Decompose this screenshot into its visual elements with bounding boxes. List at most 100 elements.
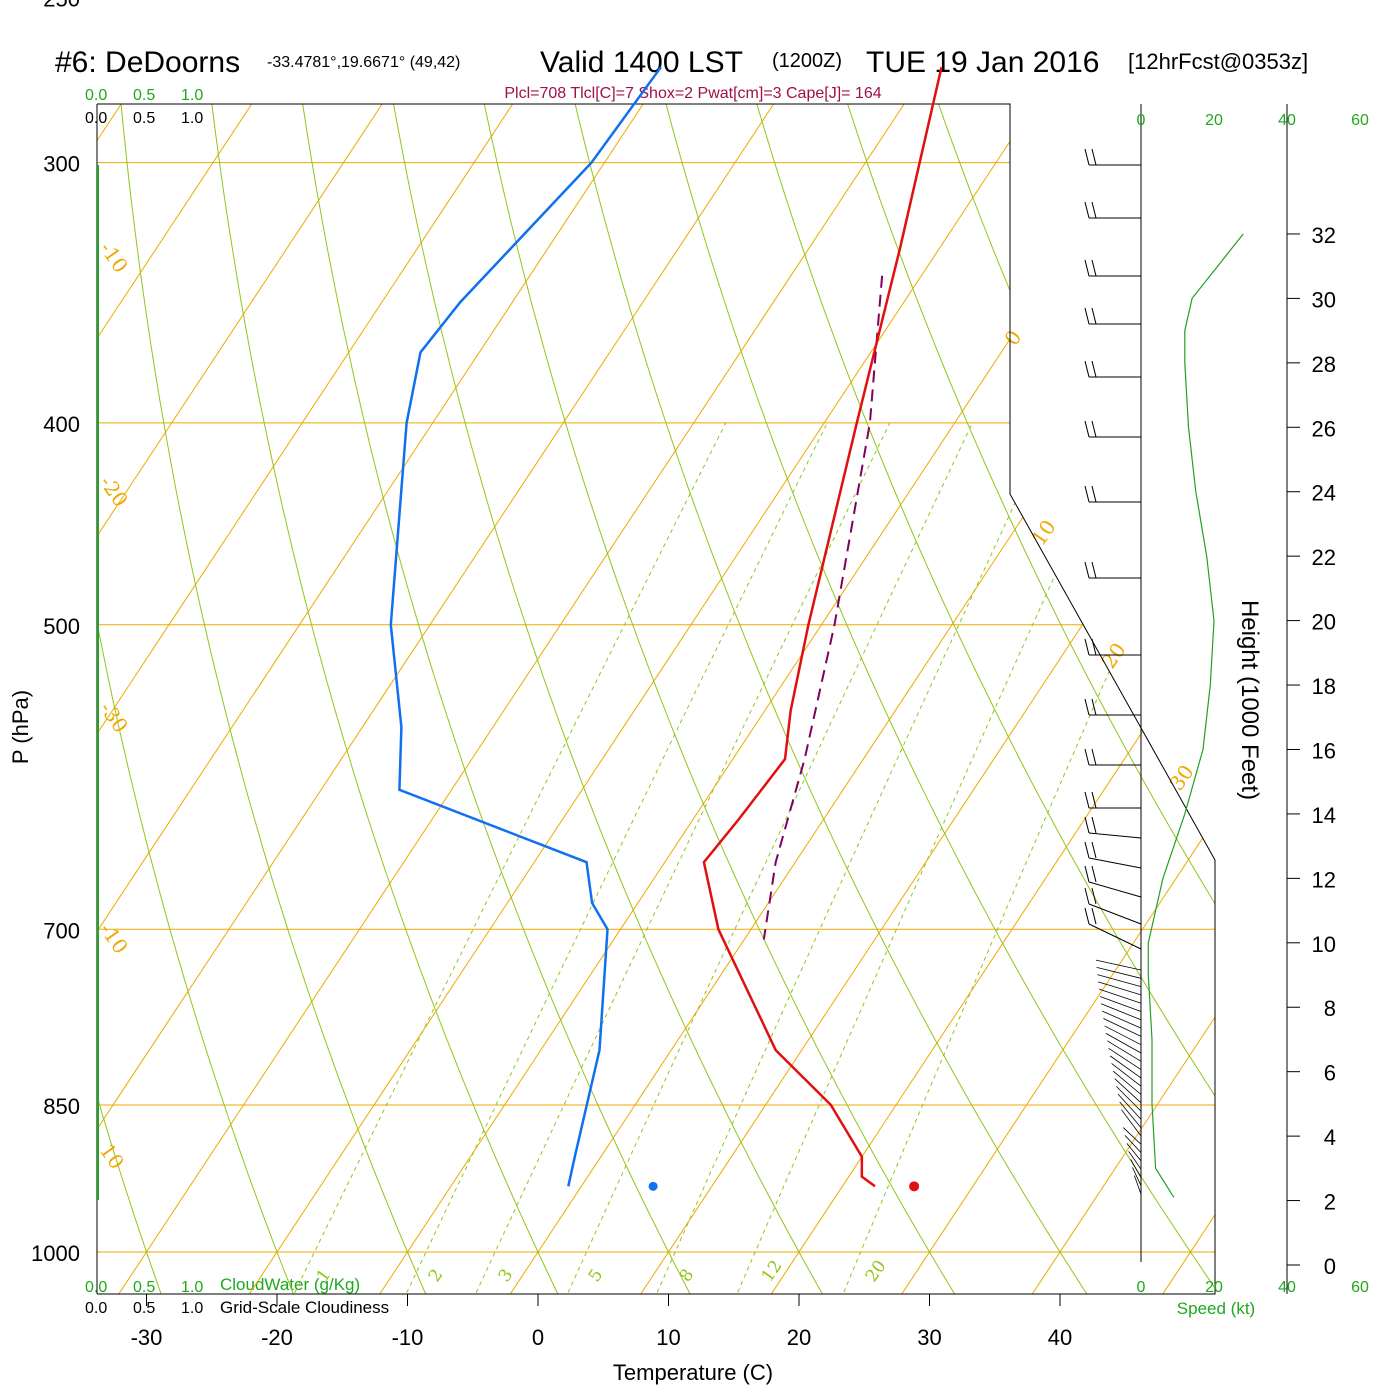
wind-barb-flag xyxy=(1084,841,1090,859)
surface-dewpoint-point xyxy=(648,1181,658,1191)
cloudiness-label: Grid-Scale Cloudiness xyxy=(220,1298,389,1317)
cl-scale-2: 1.0 xyxy=(181,110,203,127)
dry-adiabat-line xyxy=(890,104,1215,1294)
height-tick-label: 28 xyxy=(1312,352,1336,377)
mixing-ratio-line xyxy=(724,422,1125,1294)
dewpoint-line xyxy=(389,66,662,1187)
isotherm-line xyxy=(752,104,1215,1294)
zulu-time: (1200Z) xyxy=(772,50,842,72)
wind-barb-staff xyxy=(1111,1063,1142,1087)
isotherm-line xyxy=(1013,104,1215,1294)
wind-barb-flag xyxy=(1084,887,1090,905)
sounding-params: Plcl=708 Tlcl[C]=7 Shox=2 Pwat[cm]=3 Cap… xyxy=(504,85,881,102)
height-tick-label: 0 xyxy=(1324,1254,1336,1279)
isotherm-label: -30 xyxy=(95,697,133,737)
x-tick-label: 0 xyxy=(532,1325,544,1350)
wind-barb-flag xyxy=(1084,698,1090,716)
height-tick-label: 6 xyxy=(1324,1061,1336,1086)
cl-scale-1: 0.5 xyxy=(133,110,155,127)
dry-adiabat-line xyxy=(803,104,1215,1294)
dry-adiabat-line xyxy=(283,104,706,1294)
height-tick-label: 2 xyxy=(1324,1190,1336,1215)
y-axis-title: P (hPa) xyxy=(8,690,33,764)
wind-barb-flag xyxy=(1084,420,1090,438)
mixing-ratio-line xyxy=(280,422,727,1294)
isotherm-line xyxy=(97,104,845,1294)
wind-barb-flag xyxy=(1091,698,1097,716)
wind-barb-staff xyxy=(1088,881,1142,898)
cl-bottom-2: 1.0 xyxy=(181,1300,203,1317)
wind-barb-staff xyxy=(1128,1151,1142,1170)
isotherm-label: 0 xyxy=(999,326,1026,350)
speed-tick-bottom: 40 xyxy=(1278,1279,1296,1296)
height-tick-label: 8 xyxy=(1324,996,1336,1021)
wind-barb-staff xyxy=(1104,1025,1142,1046)
speed-tick-top: 40 xyxy=(1278,112,1296,129)
axes: -30-20-100102030402503004005007008501000… xyxy=(31,0,1369,1350)
speed-tick-top: 0 xyxy=(1137,112,1146,129)
wind-barb-flag xyxy=(1091,148,1097,166)
height-tick-label: 4 xyxy=(1324,1125,1336,1150)
wind-barb-flag xyxy=(1084,791,1090,809)
mixing-ratio-line xyxy=(831,422,1215,1294)
wind-barb-staff xyxy=(1112,1070,1142,1095)
isotherm-line xyxy=(97,104,323,1294)
wind-barb-staff xyxy=(1107,1040,1142,1062)
mixing-ratio-line xyxy=(462,422,891,1294)
wind-barb-flag xyxy=(1084,638,1090,656)
isotherm-line xyxy=(1275,0,1400,1322)
wind-barb-staff xyxy=(1109,1055,1142,1079)
dry-adiabat-line xyxy=(717,104,1215,1294)
height-tick-label: 18 xyxy=(1312,674,1336,699)
height-tick-label: 16 xyxy=(1312,738,1336,763)
isotherm-line xyxy=(97,104,453,1294)
dry-adiabat-line xyxy=(977,104,1215,1294)
x-tick-label: 30 xyxy=(917,1325,941,1350)
wind-barb-flag xyxy=(1084,907,1090,925)
wind-barb-flag xyxy=(1084,307,1090,325)
wind-barb-staff xyxy=(1098,988,1142,1004)
skewt-background-lines xyxy=(97,0,1400,1322)
mixing-ratio-label: 12 xyxy=(758,1257,787,1286)
mixing-ratio-label: 3 xyxy=(495,1266,518,1286)
height-tick-label: 14 xyxy=(1312,803,1336,828)
wind-barb-flag xyxy=(1091,259,1097,277)
isotherm-line xyxy=(1144,104,1215,1294)
wind-barb-staff xyxy=(1134,1175,1142,1195)
wind-barb-flag xyxy=(1084,816,1090,834)
wind-barb-staff xyxy=(1108,1047,1142,1070)
x-tick-label: 40 xyxy=(1048,1325,1072,1350)
wind-barb-flag xyxy=(1091,360,1097,378)
cw-bottom-0: 0.0 xyxy=(85,1279,107,1296)
wind-barb-staff xyxy=(1097,974,1142,987)
height-tick-label: 12 xyxy=(1312,867,1336,892)
wind-barb-flag xyxy=(1091,865,1097,883)
valid-date: TUE 19 Jan 2016 xyxy=(866,46,1099,79)
p-tick-label: 1000 xyxy=(31,1241,80,1266)
station-title: #6: DeDoorns xyxy=(55,46,240,79)
p-tick-label: 500 xyxy=(43,614,80,639)
wind-barb-staff xyxy=(1100,1003,1142,1021)
cw-scale-1: 0.5 xyxy=(133,87,155,104)
cw-scale-0: 0.0 xyxy=(85,87,107,104)
dry-adiabat-line xyxy=(97,104,305,1294)
isotherm-label: -10 xyxy=(95,237,133,277)
wind-barb-flag xyxy=(1091,420,1097,438)
dry-adiabat-line xyxy=(543,104,1106,1294)
wind-barb-staff xyxy=(1102,1010,1142,1029)
valid-time: Valid 1400 LST xyxy=(540,46,743,79)
dry-adiabat-line xyxy=(1151,104,1215,1294)
dry-adiabat-line xyxy=(109,104,439,1294)
wind-barb-staff xyxy=(1121,1109,1142,1137)
surface-temp-point xyxy=(909,1181,920,1192)
speed-axis-title: Speed (kt) xyxy=(1177,1299,1255,1318)
wind-barb-flag xyxy=(1091,816,1097,834)
dry-adiabat-line xyxy=(630,104,1215,1294)
wind-barb-flag xyxy=(1084,259,1090,277)
wind-barb-staff xyxy=(1132,1167,1142,1186)
wind-barb-flag xyxy=(1091,907,1097,925)
cl-scale-0: 0.0 xyxy=(85,110,107,127)
wind-barb-staff xyxy=(1126,1143,1142,1162)
wind-barb-staff xyxy=(1088,857,1142,869)
